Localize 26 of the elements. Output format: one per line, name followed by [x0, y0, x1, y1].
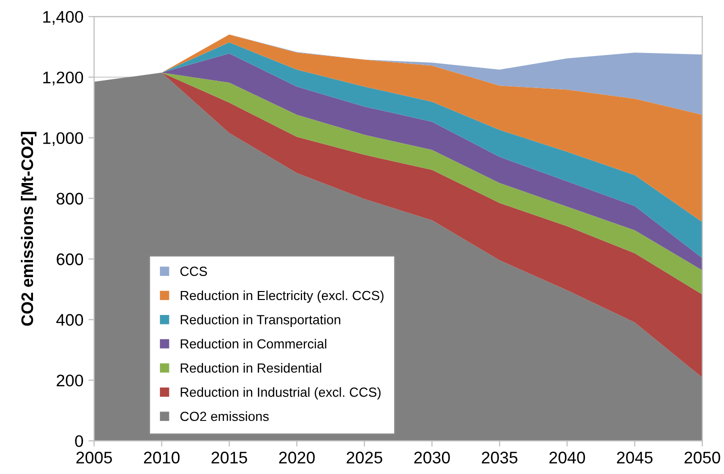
y-tick-label: 800 — [56, 192, 84, 205]
x-tick-label: 2020 — [279, 452, 315, 464]
y-tick-label: 1,000 — [43, 132, 84, 146]
legend-label: Reduction in Residential — [180, 363, 322, 373]
legend-label: CCS — [180, 266, 207, 276]
x-tick-label: 2045 — [617, 452, 653, 464]
y-tick-label: 1,400 — [43, 10, 84, 25]
legend-label: Reduction in Industrial (excl. CCS) — [180, 387, 381, 400]
legend-label: Reduction in Commercial — [180, 338, 326, 349]
y-tick-label: 1,200 — [43, 72, 84, 86]
x-tick-label: 2050 — [684, 452, 720, 464]
x-tick-label: 2030 — [414, 452, 450, 464]
x-tick-label: 2025 — [346, 452, 382, 464]
x-tick-label: 2040 — [549, 452, 586, 464]
y-axis-title: CO2 emissions [Mt-CO2] — [20, 132, 36, 326]
x-tick-label: 2015 — [212, 452, 248, 464]
x-tick-label: 2035 — [482, 452, 518, 464]
x-tick-label: 2010 — [144, 452, 180, 464]
x-tick-label: 2005 — [76, 452, 112, 464]
legend-label: Reduction in Transportation — [180, 314, 340, 327]
y-tick-label: 200 — [56, 374, 84, 386]
legend-label: CO2 emissions — [180, 411, 269, 422]
y-tick-label: 600 — [56, 253, 84, 266]
legend-label: Reduction in Electricity (excl. CCS) — [180, 290, 384, 303]
y-tick-label: 0 — [75, 435, 84, 448]
y-tick-label: 400 — [56, 314, 84, 326]
